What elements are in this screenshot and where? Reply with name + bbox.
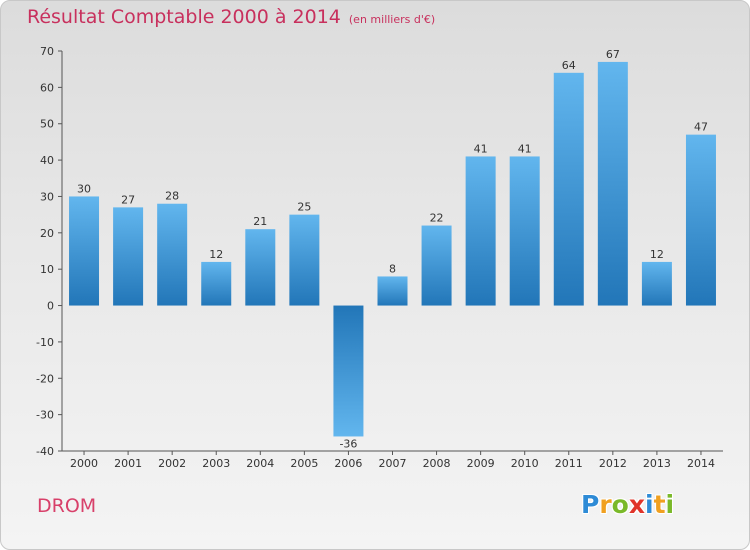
x-tick-label: 2014	[687, 457, 715, 470]
value-labels-layer: 30 27 28 12 21 25 -36 8 22 41 41 64 67 12 47	[77, 48, 708, 451]
x-tick-label: 2010	[511, 457, 539, 470]
bar	[69, 196, 100, 306]
x-tick-label: 2007	[379, 457, 407, 470]
y-tick-label: -10	[36, 336, 54, 349]
x-tick-label: 2001	[114, 457, 142, 470]
bar	[421, 225, 452, 306]
bar-value-label: 27	[121, 193, 135, 206]
bar-value-label: 41	[518, 142, 532, 155]
y-tick-label: -40	[36, 445, 54, 458]
y-tick-label: 30	[40, 190, 54, 203]
bar	[465, 156, 496, 306]
logo-letter: t	[653, 490, 666, 519]
bar-value-label: -36	[339, 437, 357, 450]
logo-letter: x	[628, 490, 645, 519]
bar	[685, 134, 716, 306]
y-tick-label: 50	[40, 118, 54, 131]
bar-value-label: 12	[209, 248, 223, 261]
bar-value-label: 8	[389, 262, 396, 275]
bar-value-label: 41	[474, 142, 488, 155]
bars-layer	[69, 61, 716, 437]
bar	[201, 261, 232, 306]
logo-letter: i	[665, 490, 675, 519]
bar	[245, 229, 276, 306]
bar	[333, 305, 364, 437]
x-tick-label: 2006	[334, 457, 362, 470]
y-tick-label: 70	[40, 45, 54, 58]
y-tick-label: -30	[36, 409, 54, 422]
x-tick-label: 2008	[423, 457, 451, 470]
y-tick-label: 60	[40, 81, 54, 94]
bar	[553, 72, 584, 306]
logo-letter: o	[611, 490, 629, 519]
x-tick-label: 2003	[202, 457, 230, 470]
x-tick-label: 2009	[467, 457, 495, 470]
bar-value-label: 28	[165, 190, 179, 203]
x-tick-label: 2011	[555, 457, 583, 470]
proxiti-logo: Proxiti	[581, 490, 674, 519]
bar-value-label: 67	[606, 48, 620, 61]
bar	[597, 61, 628, 306]
y-tick-label: -20	[36, 372, 54, 385]
x-tick-label: 2005	[290, 457, 318, 470]
bar	[289, 214, 320, 306]
logo-letter: i	[645, 490, 654, 519]
bar	[377, 276, 408, 306]
chart-title-main: Résultat Comptable 2000 à 2014	[27, 6, 341, 28]
bar	[509, 156, 540, 306]
x-tick-label: 2002	[158, 457, 186, 470]
x-tick-label: 2013	[643, 457, 671, 470]
x-tick-label: 2000	[70, 457, 98, 470]
chart-title-unit: (en milliers d'€)	[348, 13, 436, 26]
y-tick-label: 40	[40, 154, 54, 167]
bar	[113, 207, 144, 306]
bar-value-label: 30	[77, 182, 91, 195]
commune-name: DROM	[37, 495, 97, 517]
bar-value-label: 21	[253, 215, 267, 228]
x-tick-label: 2012	[599, 457, 627, 470]
bar-value-label: 22	[430, 212, 444, 225]
bar-value-label: 47	[694, 121, 708, 134]
logo-letter: r	[599, 490, 612, 519]
chart-title: Résultat Comptable 2000 à 2014 (en millie…	[27, 6, 435, 28]
x-tick-label: 2004	[246, 457, 274, 470]
y-tick-label: 0	[47, 300, 54, 313]
bar-value-label: 25	[297, 201, 311, 214]
bar	[641, 261, 672, 306]
y-tick-label: 10	[40, 263, 54, 276]
bar-value-label: 12	[650, 248, 664, 261]
y-tick-label: 20	[40, 227, 54, 240]
bar-value-label: 64	[562, 59, 576, 72]
logo-letter: P	[581, 490, 600, 519]
bar	[157, 203, 188, 306]
